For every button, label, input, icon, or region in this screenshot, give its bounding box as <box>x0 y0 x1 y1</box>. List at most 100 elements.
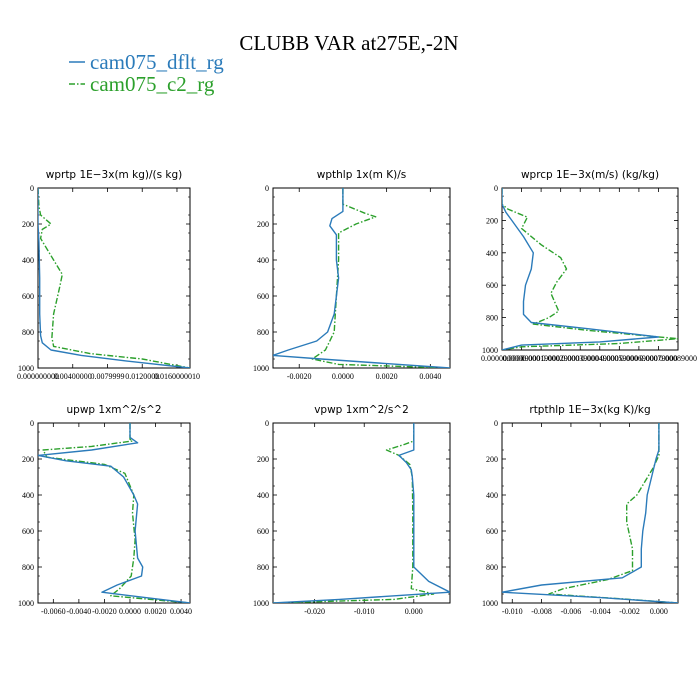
figure-title: CLUBB VAR at275E,-2N <box>239 31 458 55</box>
y-tick-label: 400 <box>486 491 498 500</box>
y-tick-label: 400 <box>22 491 34 500</box>
x-tick-label: 0.0040 <box>419 372 441 381</box>
y-tick-label: 800 <box>22 563 34 572</box>
x-tick-label: -0.010 <box>354 607 375 616</box>
x-tick-label: -0.0020 <box>287 372 312 381</box>
series-line-dflt <box>273 188 450 368</box>
y-tick-label: 800 <box>257 328 269 337</box>
panel-3: wprcp 1E−3x(m/s) (kg/kg) 0 200 400 600 800 100… <box>481 169 697 363</box>
x-tick-label: 0.00009000 <box>503 354 541 363</box>
y-tick-label: 0 <box>265 419 269 428</box>
x-tick-label: 0.00089000 <box>659 354 697 363</box>
panel-title: rtpthlp 1E−3x(kg K)/kg <box>529 404 650 416</box>
series-line-dflt <box>38 188 190 368</box>
panel-title: wprtp 1E−3x(m kg)/(s kg) <box>46 169 183 181</box>
y-tick-label: 400 <box>257 256 269 265</box>
series-line-c2 <box>38 188 190 368</box>
x-tick-label: 0.0040 <box>170 607 192 616</box>
series-line-dflt <box>502 188 660 350</box>
y-tick-label: 400 <box>486 249 498 258</box>
y-tick-label: 600 <box>257 292 269 301</box>
x-tick-label: 0.0079999 <box>90 372 124 381</box>
y-tick-label: 400 <box>257 491 269 500</box>
x-tick-label: 0.00400000 <box>54 372 92 381</box>
x-tick-label: 0.0000 <box>119 607 141 616</box>
y-tick-label: 600 <box>486 527 498 536</box>
x-tick-label: -0.002 <box>619 607 640 616</box>
plot-frame <box>272 187 451 369</box>
panel-6: rtpthlp 1E−3x(kg K)/kg02004006008001000-… <box>482 404 679 616</box>
y-tick-label: 600 <box>22 527 34 536</box>
plot-frame <box>37 422 191 604</box>
panel-1: wprtp 1E−3x(m kg)/(s kg) 0 200 400 600 800 100… <box>17 169 200 381</box>
panel-title: upwp 1xm^2/s^2 <box>67 404 162 416</box>
legend: cam075_dflt_rg cam075_c2_rg <box>69 50 224 96</box>
x-tick-label: -0.008 <box>531 607 552 616</box>
y-tick-label: 200 <box>257 455 269 464</box>
y-tick-label: 200 <box>22 220 34 229</box>
x-tick-label: 0.0160000010 <box>154 372 200 381</box>
plot-frame <box>37 187 191 369</box>
panels: wprtp 1E−3x(m kg)/(s kg) 0 200 400 600 800 100… <box>17 169 697 616</box>
x-tick-label: 0.00079000 <box>639 354 677 363</box>
y-tick-label: 200 <box>22 455 34 464</box>
x-tick-label: -0.0060 <box>41 607 66 616</box>
panel-title: vpwp 1xm^2/s^2 <box>314 404 409 416</box>
x-tick-label: 0.000 <box>650 607 668 616</box>
y-tick-label: 600 <box>486 281 498 290</box>
y-tick-label: 1000 <box>253 364 269 373</box>
y-tick-label: 1000 <box>482 599 498 608</box>
y-tick-label: 200 <box>486 455 498 464</box>
x-tick-label: 0.00029000 <box>542 354 580 363</box>
x-tick-label: 0.0020 <box>376 372 398 381</box>
x-tick-label: 0.000000000 <box>481 354 523 363</box>
x-tick-label: -0.004 <box>590 607 611 616</box>
y-tick-label: 800 <box>486 563 498 572</box>
series-line-c2 <box>273 423 435 603</box>
panel-2: wpthlp 1x(m K)/s 0 200 400 600 800 1000 -0.0020… <box>253 169 451 381</box>
series-line-c2 <box>42 423 190 603</box>
x-tick-label: 0.00059000 <box>600 354 638 363</box>
panel-5: vpwp 1xm^2/s^2 0 200 400 600 800 1000 -0.020 -0.… <box>253 404 451 616</box>
x-tick-label: -0.020 <box>304 607 325 616</box>
x-tick-label: -0.0040 <box>67 607 92 616</box>
y-tick-label: 0 <box>30 184 34 193</box>
x-tick-label: -0.0020 <box>92 607 117 616</box>
y-tick-label: 1000 <box>18 599 34 608</box>
panel-title: wpthlp 1x(m K)/s <box>317 169 407 181</box>
y-tick-label: 0 <box>494 419 498 428</box>
series-line-dflt <box>273 423 450 603</box>
series-line-dflt <box>38 423 190 603</box>
y-tick-label: 200 <box>486 216 498 225</box>
x-tick-label: 0.000000000 <box>17 372 59 381</box>
legend-label-dflt: cam075_dflt_rg <box>90 50 224 74</box>
x-tick-label: 0.00019000 <box>522 354 560 363</box>
y-tick-label: 800 <box>22 328 34 337</box>
legend-label-c2: cam075_c2_rg <box>90 72 215 96</box>
y-tick-label: 600 <box>257 527 269 536</box>
x-tick-label: 0.0000 <box>332 372 354 381</box>
series-line-c2 <box>311 188 450 368</box>
y-tick-label: 1000 <box>482 346 498 355</box>
plot-frame <box>501 187 679 351</box>
x-tick-label: 0.0120000 <box>125 372 159 381</box>
y-tick-label: 600 <box>22 292 34 301</box>
plot-frame <box>272 422 451 604</box>
y-tick-label: 0 <box>494 184 498 193</box>
x-tick-label: 0.0020 <box>145 607 167 616</box>
y-tick-label: 800 <box>257 563 269 572</box>
x-tick-label: -0.010 <box>502 607 523 616</box>
plot-frame <box>501 422 679 604</box>
x-tick-label: 0.00039000 <box>561 354 599 363</box>
panel-title: wprcp 1E−3x(m/s) (kg/kg) <box>521 169 659 181</box>
x-tick-label: 0.000 <box>405 607 423 616</box>
y-tick-label: 400 <box>22 256 34 265</box>
x-tick-label: -0.006 <box>561 607 582 616</box>
x-tick-label: 0.00069000 <box>620 354 658 363</box>
y-tick-label: 0 <box>265 184 269 193</box>
y-tick-label: 0 <box>30 419 34 428</box>
series-line-c2 <box>502 188 678 350</box>
series-line-dflt <box>502 423 678 603</box>
